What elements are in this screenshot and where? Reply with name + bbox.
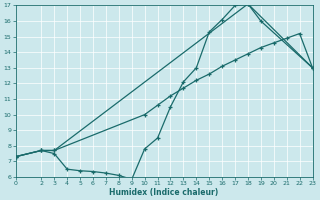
X-axis label: Humidex (Indice chaleur): Humidex (Indice chaleur) <box>109 188 219 197</box>
